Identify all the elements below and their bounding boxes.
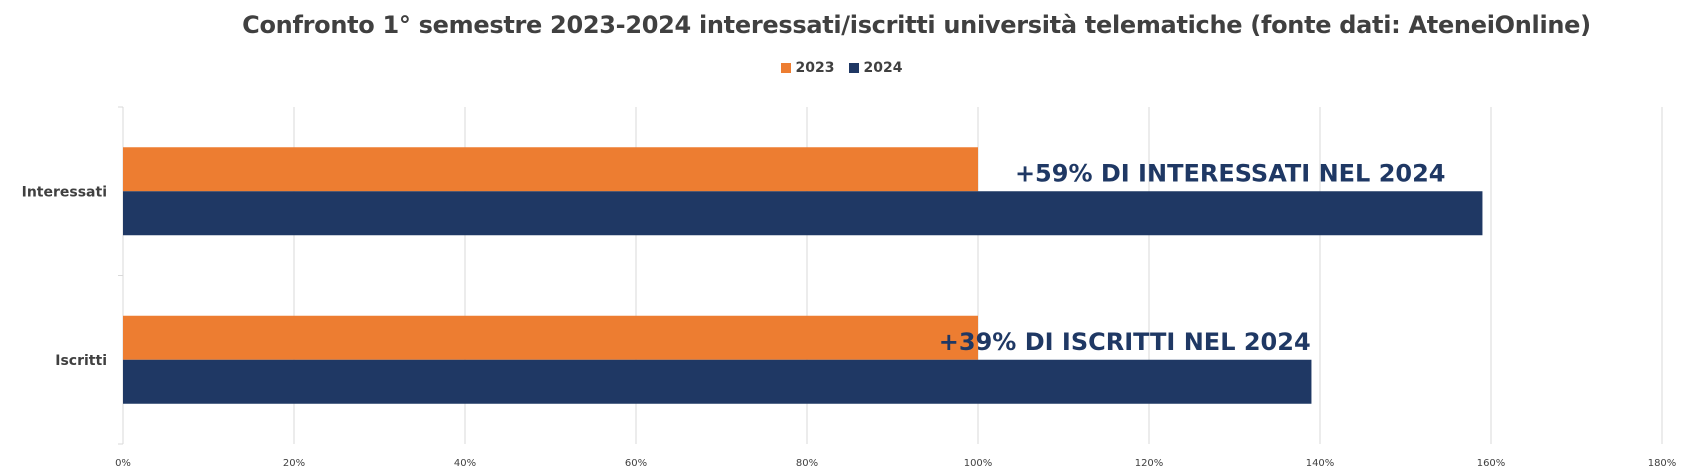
x-tick-label: 80% <box>796 458 818 469</box>
bar-2023-interessati <box>123 147 978 192</box>
legend-item-2024: 2024 <box>848 60 903 76</box>
x-tick-label: 100% <box>964 458 993 469</box>
legend-swatch-2023 <box>780 63 791 73</box>
x-tick-label: 60% <box>625 458 647 469</box>
legend-item-2023: 2023 <box>780 60 835 76</box>
legend-swatch-2024 <box>848 63 859 73</box>
x-tick-label: 160% <box>1477 458 1506 469</box>
x-tick-label: 0% <box>115 458 131 469</box>
x-tick-label: 40% <box>454 458 476 469</box>
x-tick-label: 120% <box>1135 458 1164 469</box>
x-tick-label: 140% <box>1306 458 1335 469</box>
chart-legend: 2023 2024 <box>0 60 1683 76</box>
chart-title: Confronto 1° semestre 2023-2024 interess… <box>242 11 1591 39</box>
bar-2024-interessati <box>123 191 1483 236</box>
legend-label-2024: 2024 <box>863 60 903 76</box>
x-tick-label: 180% <box>1648 458 1677 469</box>
category-label: Iscritti <box>55 353 107 369</box>
annotation-label: +59% DI INTERESSATI NEL 2024 <box>1015 159 1446 187</box>
bar-2024-iscritti <box>123 359 1312 404</box>
category-label: Interessati <box>22 184 107 200</box>
legend-label-2023: 2023 <box>795 60 835 76</box>
bar-2023-iscritti <box>123 315 978 360</box>
annotation-label: +39% DI ISCRITTI NEL 2024 <box>939 328 1311 356</box>
x-tick-label: 20% <box>283 458 305 469</box>
